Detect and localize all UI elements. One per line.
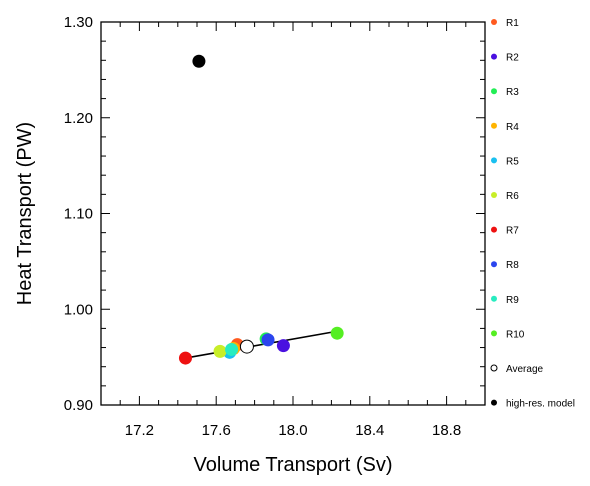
legend: R1 R2 R3 R4 R5 R6 R7 R8 R9 R10 Average high-res. mo… (490, 18, 575, 410)
legend-label-high-res-model: high-res. model (506, 399, 575, 410)
legend-marker-r7 (491, 226, 497, 233)
y-axis-title: Heat Transport (PW) (14, 122, 36, 305)
legend-marker-high-res-model (491, 399, 497, 406)
legend-label-r2: R2 (506, 53, 519, 64)
legend-marker-r1 (491, 19, 497, 25)
data-points (178, 54, 344, 365)
legend-marker-r5 (491, 157, 497, 164)
x-tick-label: 18.4 (355, 422, 384, 439)
legend-marker-r3 (491, 88, 497, 95)
regression-line (185, 330, 338, 359)
tick-labels: 17.2 17.6 18.0 18.4 18.8 0.90 1.00 1.10 1.20 1.30 (64, 14, 461, 439)
point-high-res-model (192, 54, 206, 68)
x-tick-label: 18.0 (278, 422, 307, 439)
x-tick-label: 17.6 (202, 422, 231, 439)
point-average (239, 339, 254, 354)
fit-line-layer (185, 330, 338, 359)
legend-label-r9: R9 (506, 295, 519, 306)
legend-label-r5: R5 (506, 156, 519, 167)
legend-marker-r4 (491, 122, 497, 129)
legend-marker-r2 (491, 53, 497, 60)
point-r8 (261, 333, 275, 347)
legend-label-r7: R7 (506, 226, 519, 237)
legend-marker-r8 (491, 261, 497, 268)
legend-marker-r10 (491, 330, 497, 337)
legend-label-r4: R4 (506, 122, 519, 133)
y-tick-label: 1.10 (64, 206, 93, 223)
point-r2 (276, 339, 290, 353)
axis-ticks (100, 21, 486, 406)
x-axis-title: Volume Transport (Sv) (194, 454, 393, 476)
legend-label-r3: R3 (506, 87, 519, 98)
point-r10 (330, 326, 344, 340)
y-tick-label: 0.90 (64, 397, 93, 414)
point-r6 (213, 344, 227, 358)
point-r9 (225, 342, 239, 356)
x-tick-label: 18.8 (432, 422, 461, 439)
legend-marker-r9 (491, 295, 497, 302)
y-tick-label: 1.00 (64, 301, 93, 318)
legend-label-r10: R10 (506, 329, 525, 340)
plot-frame (100, 21, 486, 406)
y-tick-label: 1.20 (64, 110, 93, 127)
legend-label-r8: R8 (506, 260, 519, 271)
legend-label-r6: R6 (506, 191, 519, 202)
legend-marker-average (490, 364, 498, 372)
legend-label-r1: R1 (506, 18, 519, 29)
x-tick-label: 17.2 (125, 422, 154, 439)
legend-label-average: Average (506, 364, 544, 375)
point-r7 (178, 351, 192, 365)
y-tick-label: 1.30 (64, 14, 93, 31)
legend-marker-r6 (491, 192, 497, 198)
